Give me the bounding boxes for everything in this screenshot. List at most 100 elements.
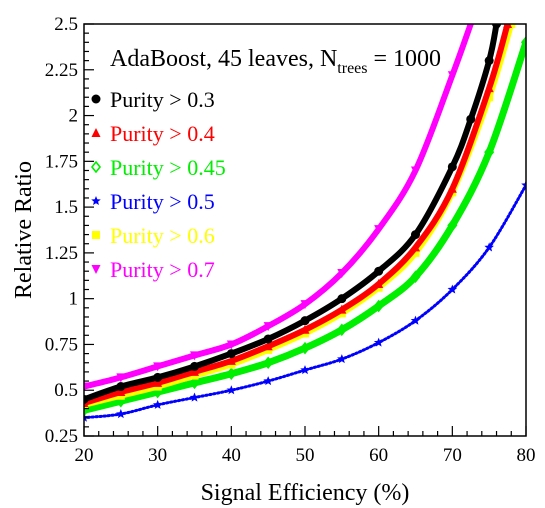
legend-marker (91, 265, 101, 274)
legend-item: Purity > 0.5 (91, 189, 215, 214)
data-point (263, 334, 273, 344)
legend: Purity > 0.3 Purity > 0.4 Purity > 0.45 Pur… (90, 87, 226, 282)
data-point (337, 304, 347, 314)
data-point (521, 180, 526, 190)
data-point (336, 323, 347, 337)
x-tick-label: 70 (443, 445, 462, 466)
data-point (153, 362, 163, 372)
data-point (226, 367, 237, 381)
y-tick-label: 0.75 (45, 334, 78, 355)
legend-label: Purity > 0.6 (110, 223, 215, 248)
y-tick-label: 1.75 (45, 151, 78, 172)
data-point (116, 409, 126, 419)
data-point (468, 24, 474, 29)
legend-label: Purity > 0.3 (110, 87, 215, 112)
series-1 (84, 24, 502, 404)
data-point (411, 166, 420, 176)
data-point (116, 382, 126, 392)
data-point (84, 382, 89, 392)
series-4 (84, 180, 526, 422)
data-point (300, 365, 310, 375)
data-point (226, 340, 236, 350)
data-point (492, 24, 502, 29)
legend-label: Purity > 0.45 (110, 155, 226, 180)
legend-item: Purity > 0.45 (90, 155, 226, 180)
data-point (503, 24, 513, 28)
y-tick-label: 2.25 (45, 60, 78, 81)
data-point (226, 349, 236, 359)
y-tick-label: 0.5 (54, 380, 78, 401)
y-tick-label: 1.5 (54, 197, 78, 218)
series-6 (84, 24, 474, 392)
data-point (410, 315, 421, 325)
data-point (337, 294, 347, 304)
y-tick-label: 1.25 (45, 243, 78, 264)
chart-title-subscript: trees (337, 60, 367, 77)
data-point (447, 183, 457, 193)
data-point (484, 56, 494, 66)
legend-item: Purity > 0.7 (91, 257, 215, 282)
legend-label: Purity > 0.4 (110, 121, 215, 146)
data-point (116, 373, 126, 383)
data-point (190, 351, 199, 361)
data-point (447, 219, 458, 232)
data-point (373, 299, 384, 313)
legend-item: Purity > 0.6 (92, 223, 215, 248)
data-point (484, 83, 494, 93)
x-tick-label: 30 (148, 445, 167, 466)
legend-marker (90, 160, 102, 174)
legend-label: Purity > 0.7 (110, 257, 215, 282)
x-tick-label: 60 (369, 445, 388, 466)
data-point (447, 162, 457, 172)
data-point (263, 322, 273, 332)
x-tick-label: 20 (75, 445, 94, 466)
series-layer (84, 24, 526, 422)
legend-marker (92, 231, 100, 239)
y-tick-label: 2.5 (54, 14, 78, 35)
data-point (337, 354, 347, 364)
y-tick-label: 2 (69, 106, 79, 127)
data-point (374, 266, 384, 276)
data-point (263, 341, 273, 351)
data-point (263, 356, 274, 370)
data-point (411, 248, 420, 257)
data-point (189, 376, 200, 390)
data-point (153, 377, 163, 387)
data-point (411, 230, 420, 240)
data-point (410, 270, 421, 283)
data-point (300, 316, 310, 326)
data-point (116, 387, 126, 397)
data-point (190, 361, 199, 371)
data-point (520, 36, 526, 49)
data-point (466, 114, 476, 124)
legend-label: Purity > 0.5 (110, 189, 215, 214)
x-axis: 20 30 40 50 60 70 80 (75, 426, 536, 466)
legend-item: Purity > 0.4 (91, 121, 215, 146)
data-point (411, 242, 420, 252)
y-axis: 0.25 0.5 0.75 1 1.25 1.5 1.75 2 2.25 2.5 (45, 14, 94, 447)
x-tick-label: 50 (296, 445, 315, 466)
data-point (263, 376, 273, 386)
y-axis-label: Relative Ratio (11, 161, 37, 299)
data-point (337, 269, 347, 279)
legend-marker (91, 196, 101, 206)
data-point (300, 300, 310, 310)
series-line (84, 38, 526, 414)
data-point (447, 71, 457, 81)
y-tick-label: 1 (69, 289, 79, 310)
data-point (153, 372, 163, 382)
data-point (507, 24, 516, 28)
x-tick-label: 80 (517, 445, 536, 466)
legend-marker (91, 94, 101, 104)
chart-title: AdaBoost, 45 leaves, Ntrees = 1000 (110, 46, 441, 77)
data-point (226, 355, 236, 365)
x-tick-label: 40 (222, 445, 241, 466)
data-point (374, 225, 384, 235)
data-point (373, 337, 384, 347)
data-point (152, 399, 163, 409)
y-tick-label: 0.25 (45, 426, 78, 447)
chart-title-main: AdaBoost, 45 leaves, N (110, 46, 337, 72)
data-point (374, 279, 384, 289)
data-point (299, 341, 311, 355)
